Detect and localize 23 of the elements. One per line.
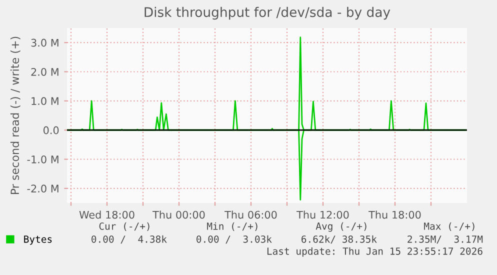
x-tick-label: Wed 18:00 (79, 210, 134, 219)
text: Max (-/+) (424, 222, 474, 231)
text: 0.00 / 4.38k (92, 235, 167, 244)
y-tick-label: -2.0 M (27, 184, 58, 193)
y-tick-label: 0.0 (43, 126, 59, 134)
text: Last update: Thu Jan 15 23:55:17 2026 (267, 247, 482, 257)
chart-title: Disk throughput for /dev/sda - by day (144, 6, 390, 20)
text: 0.00 / 3.03k (196, 235, 272, 244)
y-axis-title: Pr second read (-) / write (+) (10, 36, 20, 194)
y-tick-label: -1.0 M (27, 155, 58, 164)
text: Min (-/+) (207, 222, 258, 231)
y-tick-label: 1.0 M (32, 97, 58, 106)
x-tick-label: Thu 06:00 (224, 210, 277, 219)
x-tick-label: Thu 18:00 (368, 210, 421, 219)
text: Cur (-/+) (99, 222, 150, 231)
text: Avg (-/+) (316, 222, 366, 232)
y-tick-label: 2.0 M (31, 68, 58, 76)
x-tick-label: Thu 00:00 (152, 210, 205, 219)
x-tick-label: Thu 12:00 (296, 210, 349, 219)
text: 2.35M/ 3.17M (408, 235, 483, 244)
legend-label: Bytes (24, 236, 52, 245)
text: 6.62k/ 38.35k (302, 235, 377, 244)
y-tick-label: 3.0 M (31, 38, 58, 47)
